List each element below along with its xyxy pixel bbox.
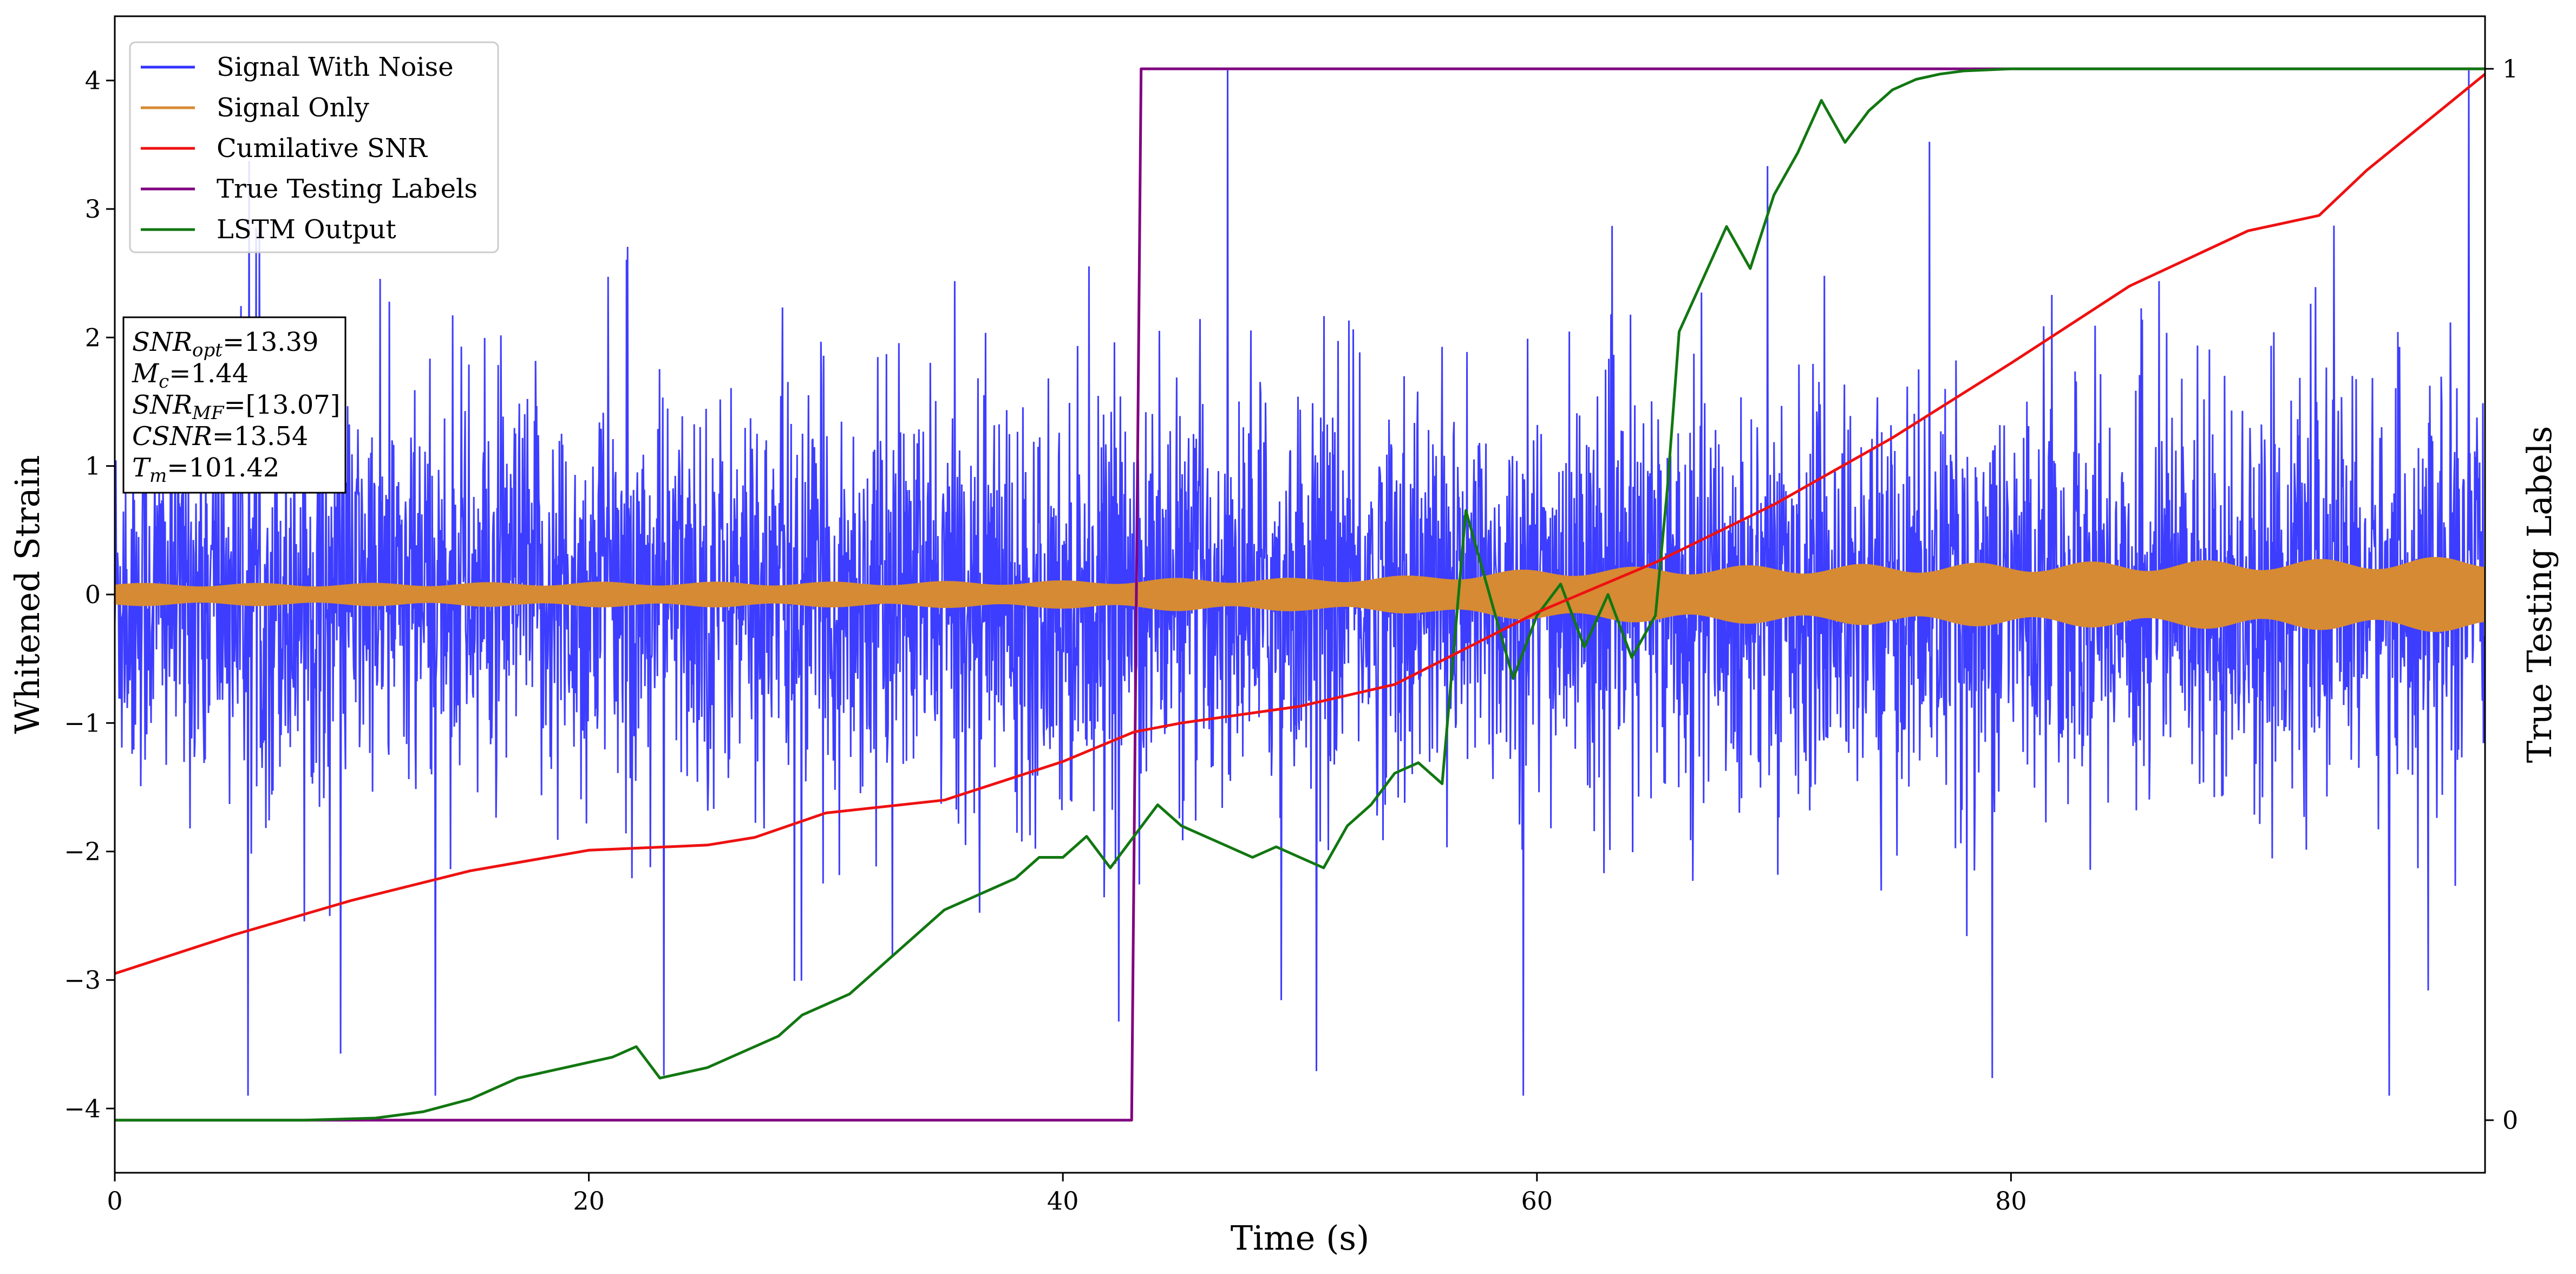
y-tick-label: 3 bbox=[85, 194, 101, 224]
signal-with-noise-line bbox=[114, 70, 2486, 1096]
x-tick-label: 80 bbox=[1995, 1186, 2027, 1216]
signal-only-layer bbox=[114, 557, 2486, 632]
y2-axis-label: True Testing Labels bbox=[2520, 426, 2559, 763]
y2-tick-label: 1 bbox=[2502, 54, 2518, 83]
signal-only-line bbox=[114, 557, 2486, 632]
legend-label: Cumilative SNR bbox=[217, 133, 428, 164]
legend-label: Signal With Noise bbox=[217, 52, 454, 82]
y-tick-label: −2 bbox=[64, 837, 101, 866]
annotation-box: SNRopt=13.39Mc=1.44SNRMF=[13.07]CSNR=13.… bbox=[122, 316, 346, 494]
signal-with-noise-layer bbox=[114, 70, 2486, 1096]
y2-tick-label: 0 bbox=[2502, 1106, 2518, 1135]
legend-label: LSTM Output bbox=[217, 214, 396, 245]
legend-box bbox=[129, 41, 499, 253]
y-tick-label: −3 bbox=[64, 965, 101, 995]
annotation-line: Tm=101.42 bbox=[132, 453, 279, 487]
line-series-layer bbox=[114, 67, 2486, 1122]
x-tick-label: 0 bbox=[107, 1186, 122, 1216]
y-tick-label: 2 bbox=[85, 323, 101, 352]
annotation-line: SNRMF=[13.07] bbox=[132, 390, 341, 424]
y-axis-label: Whitened Strain bbox=[8, 455, 47, 734]
x-axis-label: Time (s) bbox=[1231, 1218, 1370, 1258]
annotation-line: CSNR=13.54 bbox=[132, 421, 308, 452]
y-tick-label: −4 bbox=[64, 1094, 101, 1123]
y-tick-label: 4 bbox=[85, 66, 101, 95]
y-tick-label: 1 bbox=[85, 452, 101, 481]
annotation-line: Mc=1.44 bbox=[132, 358, 249, 393]
y-tick-label: −1 bbox=[64, 708, 101, 737]
legend: Signal With Noise Signal Only Cumilative S… bbox=[129, 41, 499, 253]
annotation-box-frame bbox=[122, 316, 346, 494]
cumulative-snr-line bbox=[114, 73, 2486, 975]
x-tick-label: 60 bbox=[1521, 1186, 1553, 1216]
x-tick-label: 40 bbox=[1047, 1186, 1079, 1216]
x-tick-label: 20 bbox=[573, 1186, 605, 1216]
true-testing-labels-line bbox=[115, 67, 2485, 1122]
legend-label: True Testing Labels bbox=[217, 174, 478, 204]
y-tick-label: 0 bbox=[85, 580, 101, 609]
lstm-output-line bbox=[115, 67, 2485, 1122]
annotation-line: SNRopt=13.39 bbox=[132, 327, 319, 361]
legend-label: Signal Only bbox=[217, 93, 369, 123]
